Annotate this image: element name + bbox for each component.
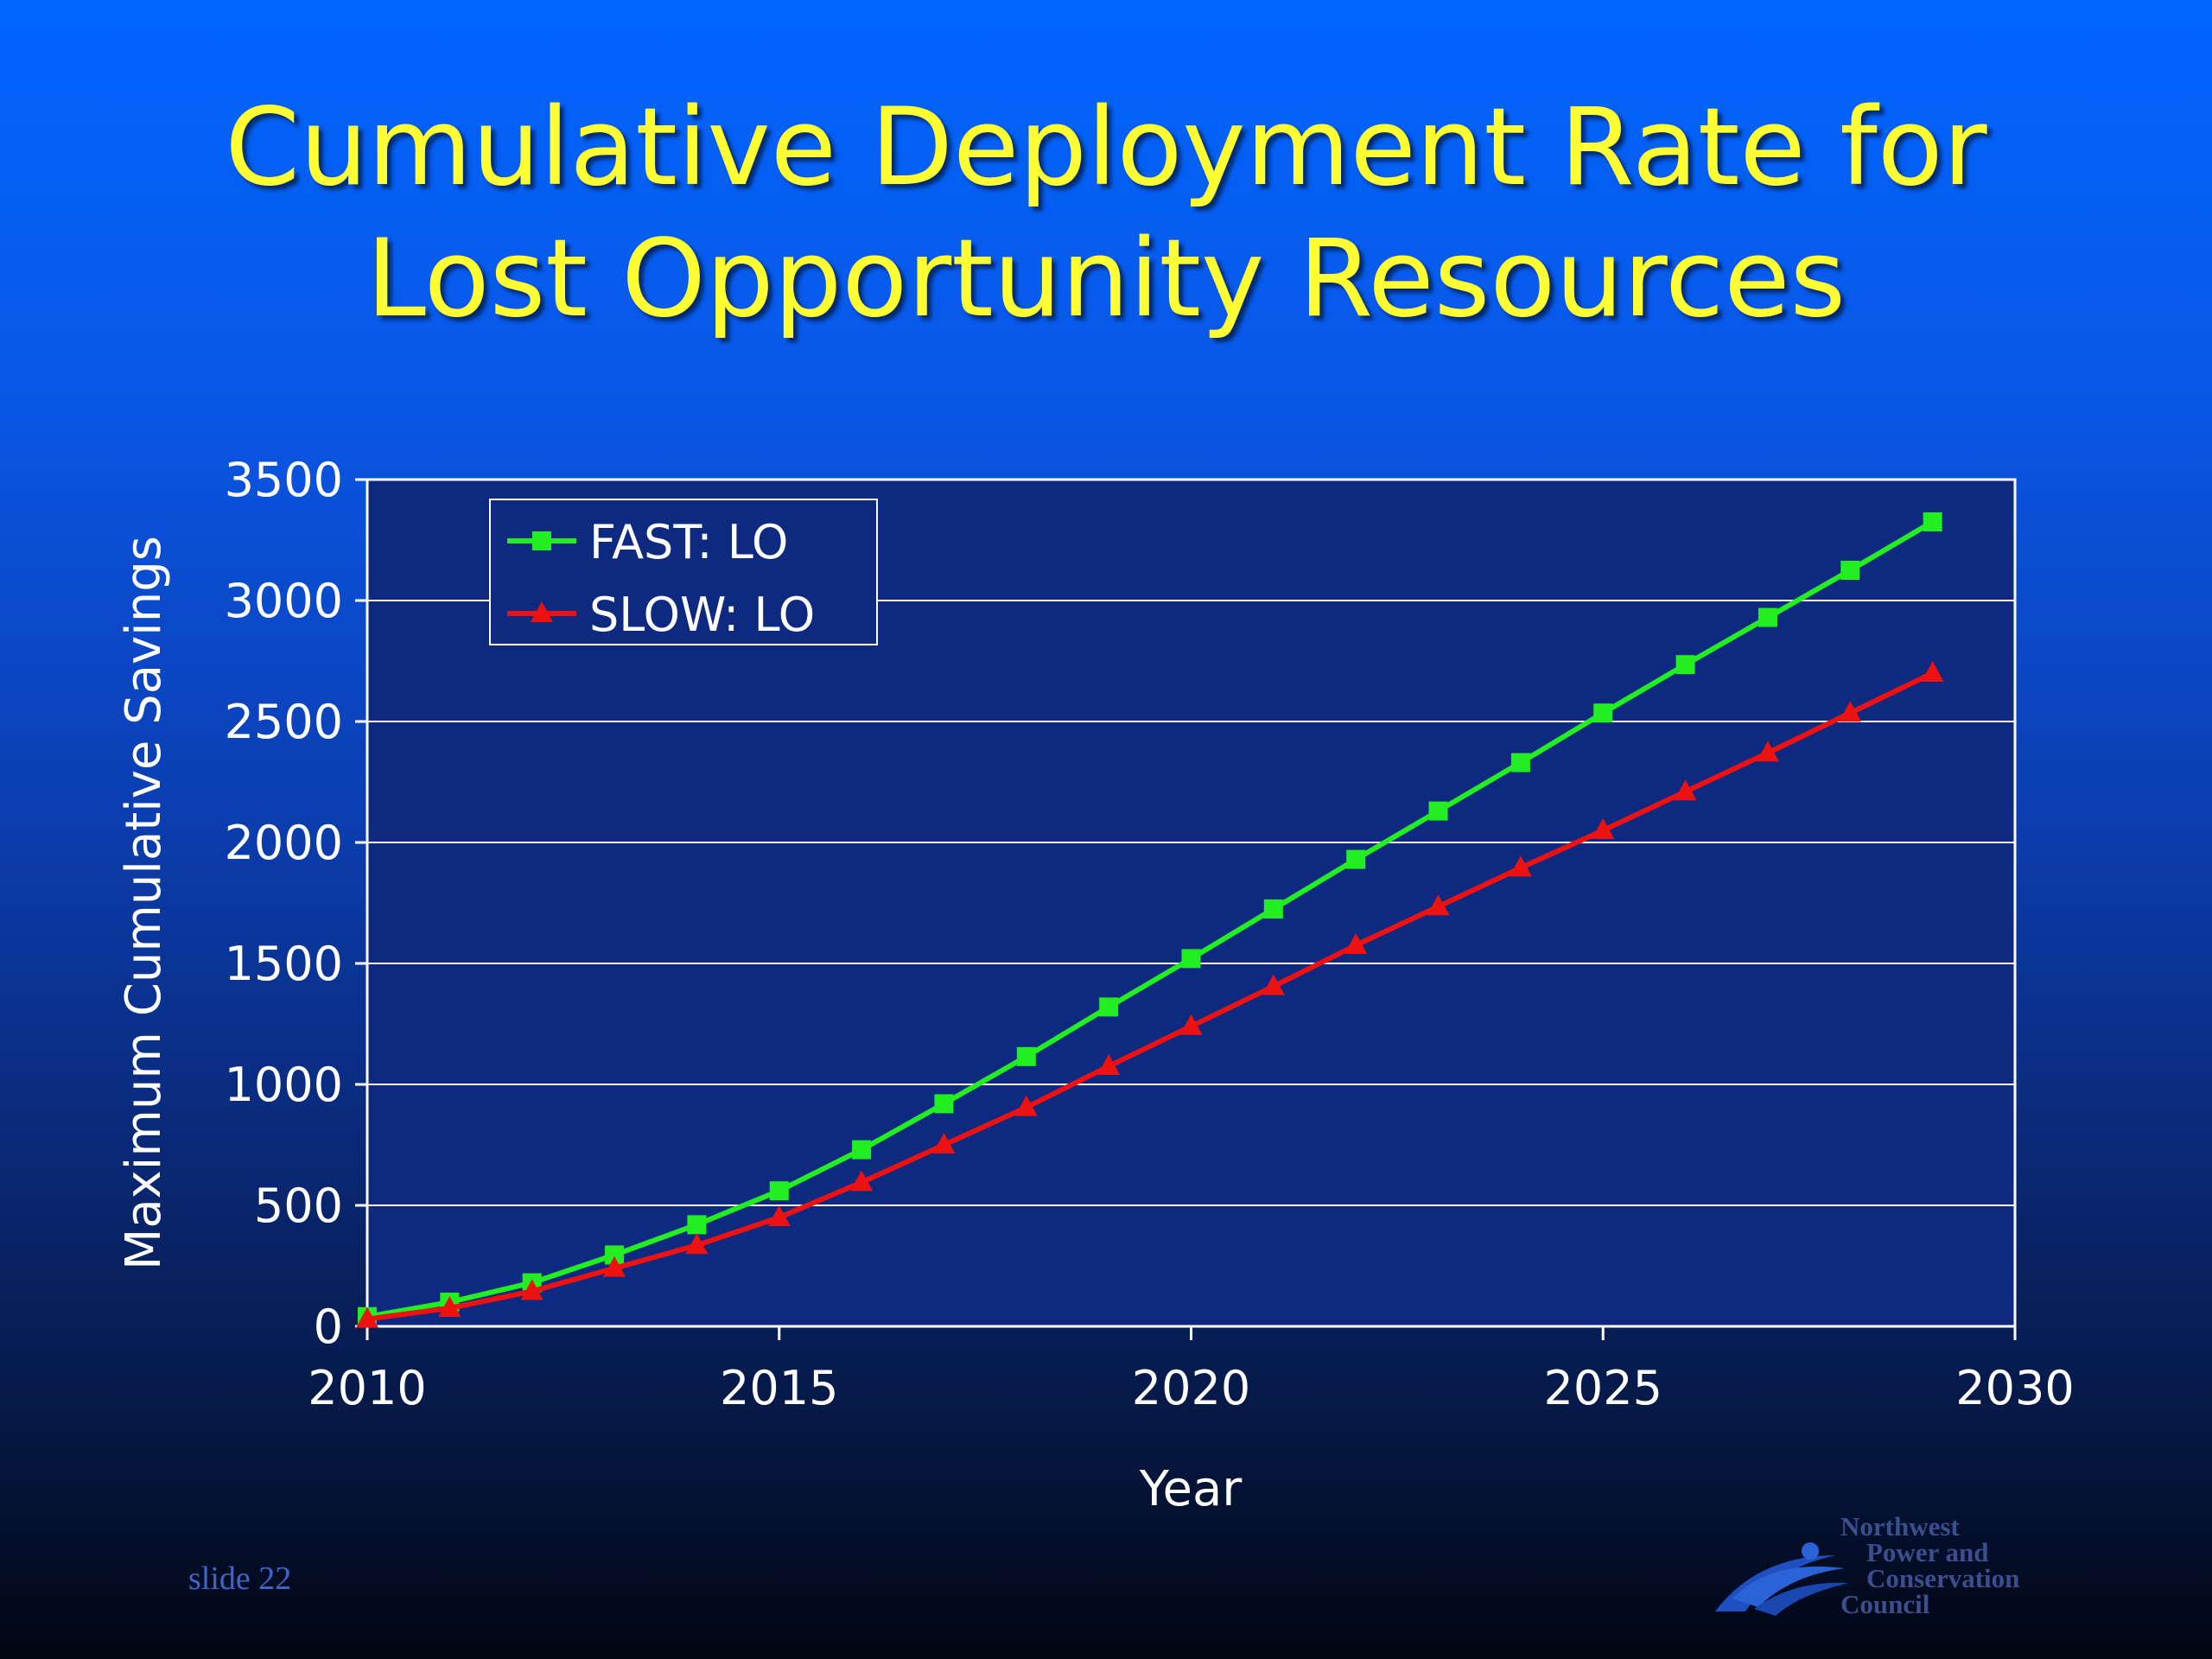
legend-label: FAST: LO — [589, 515, 788, 569]
data-point-slow — [767, 1205, 791, 1226]
y-tick-label: 3000 — [225, 574, 343, 628]
y-tick-label: 3500 — [225, 453, 343, 507]
legend-swatch-marker — [532, 531, 551, 550]
data-point-slow — [1756, 741, 1779, 762]
data-point-slow — [1427, 894, 1450, 916]
data-point-fast — [934, 1094, 954, 1114]
wave-logo-icon — [1715, 1542, 1849, 1616]
series-line-slow — [366, 671, 1934, 1322]
data-point-slow — [1014, 1095, 1038, 1116]
data-point-slow — [850, 1170, 874, 1192]
logo-line-4: Council — [1840, 1589, 1930, 1619]
data-point-fast — [687, 1215, 707, 1235]
legend-box — [489, 499, 878, 645]
y-tick-label: 1000 — [225, 1058, 343, 1112]
data-point-slow — [1509, 855, 1532, 877]
legend: FAST: LO SLOW: LO — [489, 499, 878, 645]
data-point-slow — [520, 1279, 543, 1300]
legend-label: SLOW: LO — [589, 588, 815, 642]
y-tick-label: 2000 — [225, 816, 343, 870]
data-point-fast — [1346, 849, 1366, 869]
data-point-fast — [1263, 899, 1283, 918]
data-point-fast — [1016, 1046, 1036, 1066]
x-tick-label: 2020 — [1132, 1361, 1250, 1415]
data-point-fast — [1758, 607, 1777, 627]
data-point-fast — [1510, 753, 1530, 772]
data-point-slow — [1839, 701, 1862, 722]
x-tick-label: 2025 — [1544, 1361, 1662, 1415]
slide-number: slide 22 — [188, 1560, 292, 1597]
data-point-slow — [1344, 933, 1368, 954]
council-logo: Northwest Power and Conservation Council — [1707, 1511, 2069, 1626]
data-point-slow — [1262, 974, 1285, 995]
data-point-slow — [1674, 779, 1697, 801]
y-tick-label: 1500 — [225, 937, 343, 991]
legend-swatch-marker — [531, 601, 553, 622]
logo-line-3: Conservation — [1866, 1563, 2020, 1593]
data-point-slow — [603, 1255, 626, 1277]
title-line-2: Lost Opportunity Resources — [365, 217, 1847, 341]
x-tick-label: 2015 — [720, 1361, 838, 1415]
data-point-fast — [1675, 655, 1695, 675]
data-point-fast — [1099, 997, 1119, 1017]
y-axis-label: Maximum Cumulative Savings — [116, 536, 172, 1270]
y-tick-label: 500 — [254, 1179, 343, 1233]
data-point-fast — [769, 1181, 789, 1201]
slide-title: Cumulative Deployment Rate for Lost Oppo… — [0, 82, 2212, 345]
logo-text: Northwest Power and Conservation Council — [1840, 1511, 2020, 1619]
data-point-slow — [356, 1306, 378, 1328]
data-point-fast — [852, 1140, 872, 1160]
data-point-slow — [1592, 818, 1615, 839]
data-point-fast — [1181, 949, 1201, 969]
title-line-1: Cumulative Deployment Rate for — [225, 86, 1987, 210]
logo-line-2: Power and — [1866, 1537, 1989, 1567]
y-tick-label: 2500 — [225, 695, 343, 749]
x-axis-label: Year — [1139, 1461, 1243, 1517]
data-point-fast — [605, 1245, 625, 1265]
x-tick-label: 2010 — [308, 1361, 426, 1415]
series-group — [356, 512, 1944, 1328]
data-point-slow — [438, 1296, 461, 1317]
y-tick-label: 0 — [314, 1300, 343, 1354]
data-point-fast — [1840, 561, 1860, 580]
data-point-slow — [685, 1233, 709, 1255]
axes: 0 500 1000 1500 2000 2500 3000 3500 2010 2015 2020… — [225, 453, 2075, 1415]
data-point-fast — [1593, 703, 1613, 723]
data-point-slow — [1179, 1014, 1203, 1035]
data-point-slow — [932, 1133, 956, 1154]
series-line-fast — [366, 519, 1935, 1319]
logo-line-1: Northwest — [1840, 1511, 1960, 1541]
x-tick-label: 2030 — [1955, 1361, 2074, 1415]
data-point-fast — [1923, 512, 1942, 531]
data-point-slow — [1921, 661, 1944, 682]
data-point-fast — [1428, 801, 1448, 821]
data-point-slow — [1097, 1054, 1121, 1075]
